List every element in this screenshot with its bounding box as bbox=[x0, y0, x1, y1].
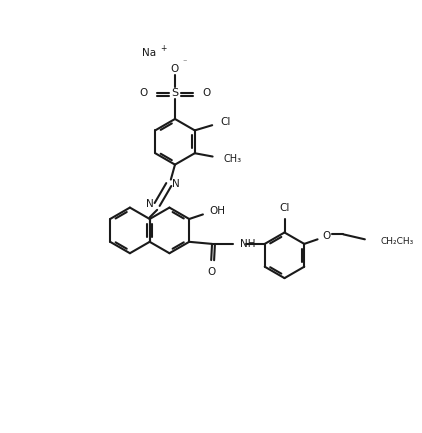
Text: Cl: Cl bbox=[279, 203, 289, 213]
Text: CH₂CH₃: CH₂CH₃ bbox=[381, 237, 414, 246]
Text: N: N bbox=[146, 200, 154, 210]
Text: S: S bbox=[171, 88, 179, 98]
Text: O: O bbox=[203, 88, 211, 98]
Text: O: O bbox=[139, 88, 148, 98]
Text: NH: NH bbox=[240, 239, 255, 249]
Text: O: O bbox=[171, 64, 179, 74]
Text: N: N bbox=[172, 179, 180, 189]
Text: +: + bbox=[160, 44, 167, 53]
Text: Na: Na bbox=[142, 48, 156, 58]
Text: O: O bbox=[322, 231, 331, 241]
Text: OH: OH bbox=[209, 206, 225, 216]
Text: Cl: Cl bbox=[221, 117, 231, 127]
Text: CH₃: CH₃ bbox=[223, 155, 241, 165]
Text: O: O bbox=[207, 267, 215, 277]
Text: ⁻: ⁻ bbox=[182, 57, 187, 66]
